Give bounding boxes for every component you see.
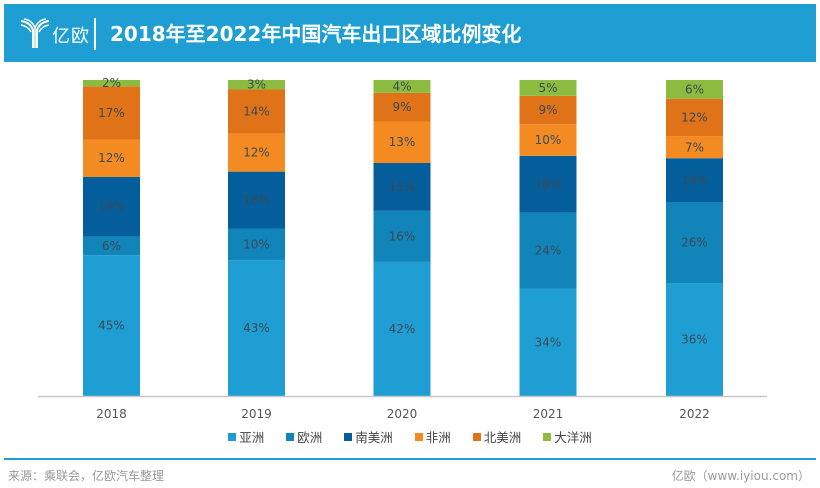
legend-swatch-icon: [543, 432, 552, 441]
legend-item: 北美洲: [472, 427, 522, 446]
data-label: 10%: [243, 237, 270, 251]
bar-segment-2018-3: [83, 139, 140, 177]
legend-item: 欧洲: [286, 427, 322, 446]
legend-label: 大洋洲: [554, 430, 592, 445]
data-label: 15%: [389, 180, 416, 194]
data-label: 13%: [389, 135, 416, 149]
legend-label: 亚洲: [239, 430, 265, 445]
data-label: 34%: [535, 335, 562, 349]
legend-item: 南美洲: [344, 427, 393, 446]
data-label: 42%: [389, 322, 416, 336]
bar-segment-2020-4: [373, 92, 431, 122]
x-tick-label: 2021: [533, 407, 564, 421]
legend-swatch-icon: [344, 432, 353, 441]
data-label: 12%: [98, 151, 125, 165]
data-label: 43%: [243, 321, 270, 335]
legend-swatch-icon: [472, 432, 481, 441]
legend-item: 亚洲: [228, 427, 264, 446]
footer-divider: [4, 458, 816, 460]
bar-segment-2020-3: [373, 121, 431, 163]
bar-segment-2021-5: [519, 80, 577, 96]
bar-segment-2020-2: [373, 162, 431, 211]
legend-swatch-icon: [414, 432, 423, 441]
bar-segment-2022-0: [666, 283, 723, 396]
x-tick-label: 2022: [679, 407, 710, 421]
bar-segment-2018-1: [83, 236, 140, 256]
legend-swatch-icon: [228, 432, 237, 441]
data-label: 12%: [243, 146, 270, 160]
legend-item: 非洲: [414, 427, 451, 446]
legend-label: 北美洲: [483, 430, 522, 445]
bar-segment-2022-3: [666, 136, 723, 159]
bar-segment-2022-5: [666, 80, 723, 99]
source-note: 来源：乘联会，亿欧汽车整理: [8, 469, 165, 483]
bar-segment-2019-5: [228, 80, 285, 90]
data-label: 18%: [243, 193, 270, 207]
bar-segment-2021-0: [519, 288, 577, 396]
data-label: 36%: [681, 333, 708, 347]
data-label: 3%: [247, 78, 266, 92]
data-label: 10%: [535, 133, 562, 147]
legend-label: 非洲: [425, 430, 451, 445]
bar-segment-2018-4: [83, 86, 140, 140]
data-label: 16%: [389, 229, 416, 243]
data-label: 4%: [392, 79, 411, 93]
bar-segment-2019-1: [228, 228, 285, 261]
bar-segment-2020-1: [373, 210, 431, 262]
data-label: 19%: [98, 200, 125, 214]
x-tick-label: 2020: [387, 407, 418, 421]
data-label: 6%: [102, 239, 121, 253]
data-label: 6%: [685, 82, 704, 96]
yiou-logo-icon: [20, 18, 50, 48]
bar-segment-2021-3: [519, 124, 577, 156]
x-tick-label: 2019: [241, 407, 272, 421]
header-banner: 亿欧 2018年至2022年中国汽车出口区域比例变化: [4, 4, 816, 62]
legend-swatch-icon: [286, 432, 295, 441]
credit-note: 亿欧（www.iyiou.com）: [671, 469, 810, 483]
bar-segment-2019-2: [228, 171, 285, 229]
data-label: 24%: [535, 244, 562, 258]
data-label: 14%: [681, 173, 708, 187]
x-tick-label: 2018: [96, 407, 127, 421]
data-label: 9%: [538, 103, 557, 117]
bar-segment-2018-5: [83, 80, 140, 87]
data-label: 7%: [685, 140, 704, 154]
bar-segment-2020-0: [373, 261, 431, 396]
bar-segment-2019-0: [228, 260, 285, 396]
bar-segment-2019-4: [228, 89, 285, 134]
bar-segment-2022-4: [666, 98, 723, 137]
data-label: 45%: [98, 319, 125, 333]
data-label: 5%: [538, 81, 557, 95]
bar-segment-2022-1: [666, 202, 723, 284]
bar-segment-2021-2: [519, 155, 577, 213]
chart-legend: 亚洲 欧洲 南美洲 非洲 北美洲 大洋洲: [0, 427, 820, 446]
legend-label: 南美洲: [355, 430, 393, 445]
data-label: 18%: [535, 177, 562, 191]
chart-title: 2018年至2022年中国汽车出口区域比例变化: [110, 22, 522, 46]
header-divider: [94, 18, 96, 50]
data-label: 12%: [681, 111, 708, 125]
data-label: 26%: [681, 236, 708, 250]
bar-segment-2022-2: [666, 158, 723, 203]
legend-item: 大洋洲: [543, 427, 592, 446]
data-label: 17%: [98, 106, 125, 120]
data-label: 9%: [392, 100, 411, 114]
bar-segment-2018-2: [83, 176, 140, 237]
bar-segment-2021-4: [519, 95, 577, 125]
data-label: 14%: [243, 105, 270, 119]
bar-segment-2021-1: [519, 212, 577, 289]
bar-segment-2018-0: [83, 255, 140, 396]
bar-segment-2019-3: [228, 133, 285, 172]
logo-text: 亿欧: [52, 26, 90, 47]
data-label: 2%: [102, 76, 121, 90]
bar-segment-2020-5: [373, 80, 431, 93]
legend-label: 欧洲: [297, 430, 323, 445]
